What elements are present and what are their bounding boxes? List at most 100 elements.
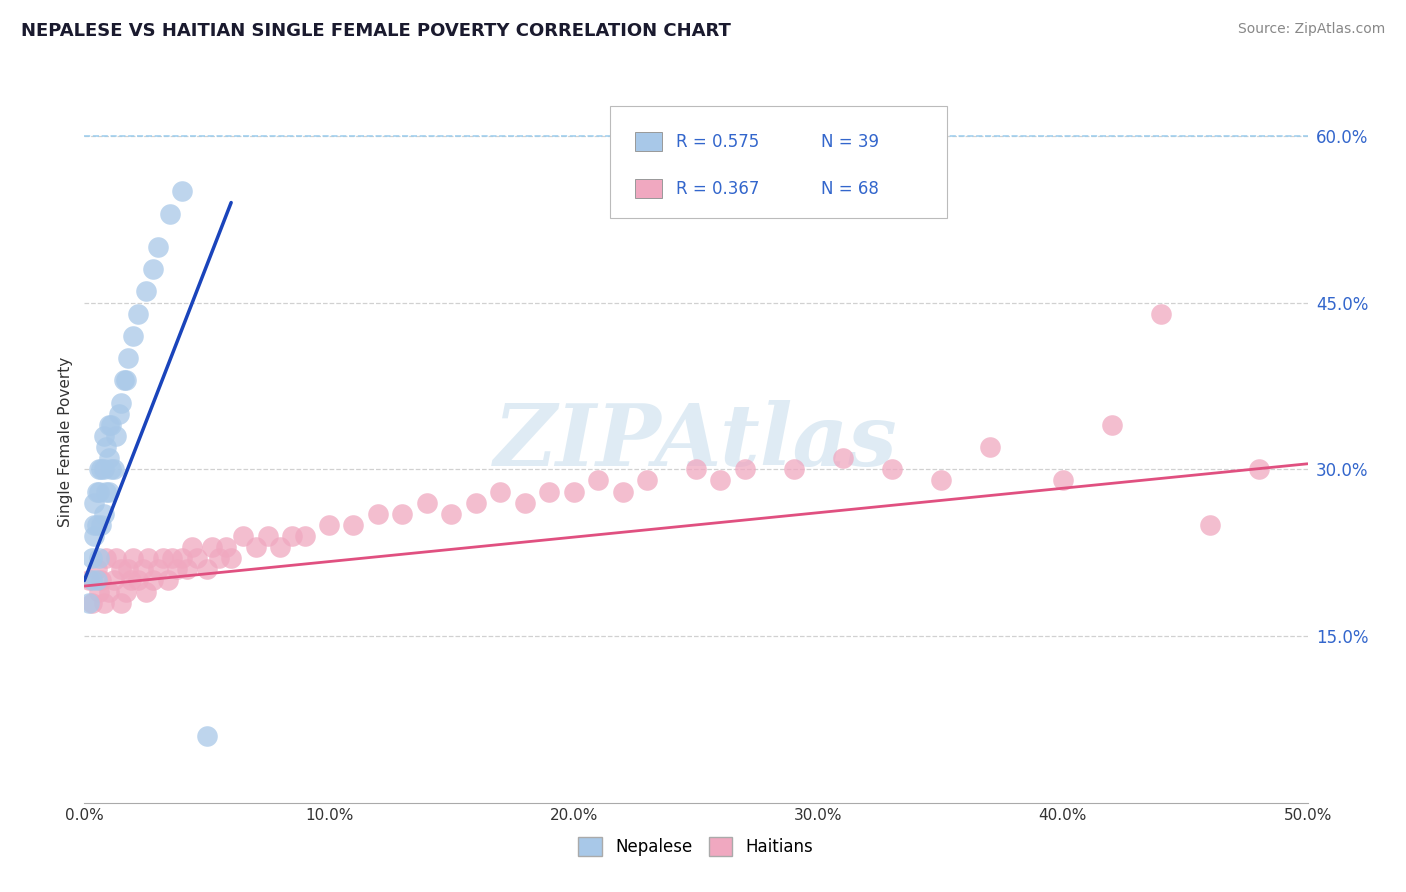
Point bbox=[416, 496, 439, 510]
Point bbox=[709, 474, 731, 488]
Point bbox=[97, 484, 120, 499]
Point bbox=[80, 596, 103, 610]
Point bbox=[97, 584, 120, 599]
Point bbox=[562, 484, 585, 499]
Point bbox=[367, 507, 389, 521]
Point bbox=[93, 462, 115, 476]
Point bbox=[117, 351, 139, 366]
Point bbox=[538, 484, 561, 499]
Point bbox=[127, 307, 149, 321]
Y-axis label: Single Female Poverty: Single Female Poverty bbox=[58, 357, 73, 526]
Point bbox=[87, 584, 110, 599]
Point bbox=[391, 507, 413, 521]
Point bbox=[122, 551, 145, 566]
Point bbox=[93, 507, 115, 521]
Point bbox=[181, 540, 204, 554]
Point bbox=[96, 551, 118, 566]
Point bbox=[127, 574, 149, 588]
Point bbox=[219, 551, 242, 566]
Point bbox=[1150, 307, 1173, 321]
Point bbox=[612, 484, 634, 499]
Text: N = 68: N = 68 bbox=[821, 180, 879, 199]
Point bbox=[269, 540, 291, 554]
Point bbox=[195, 562, 218, 576]
Point bbox=[87, 484, 110, 499]
Point bbox=[96, 484, 118, 499]
Point bbox=[685, 462, 707, 476]
Point bbox=[440, 507, 463, 521]
Point bbox=[110, 562, 132, 576]
Point bbox=[489, 484, 512, 499]
Point bbox=[83, 517, 105, 532]
Point bbox=[103, 462, 125, 476]
Point bbox=[294, 529, 316, 543]
Point bbox=[86, 574, 108, 588]
Point bbox=[783, 462, 806, 476]
Point bbox=[93, 429, 115, 443]
Point bbox=[232, 529, 254, 543]
Text: Source: ZipAtlas.com: Source: ZipAtlas.com bbox=[1237, 22, 1385, 37]
Point bbox=[342, 517, 364, 532]
Point bbox=[86, 562, 108, 576]
Point bbox=[156, 574, 179, 588]
Point bbox=[195, 729, 218, 743]
Point bbox=[87, 551, 110, 566]
Text: R = 0.367: R = 0.367 bbox=[676, 180, 759, 199]
Point bbox=[1052, 474, 1074, 488]
Point bbox=[80, 574, 103, 588]
Point bbox=[172, 185, 194, 199]
FancyBboxPatch shape bbox=[610, 105, 946, 218]
Point bbox=[200, 540, 222, 554]
Point bbox=[96, 440, 118, 454]
Point bbox=[97, 417, 120, 432]
Legend: Nepalese, Haitians: Nepalese, Haitians bbox=[572, 830, 820, 863]
Point bbox=[152, 551, 174, 566]
Point bbox=[142, 262, 165, 277]
FancyBboxPatch shape bbox=[636, 132, 662, 151]
Text: N = 39: N = 39 bbox=[821, 133, 879, 152]
Point bbox=[257, 529, 280, 543]
Point bbox=[215, 540, 238, 554]
Point bbox=[176, 562, 198, 576]
Point bbox=[86, 517, 108, 532]
Point bbox=[100, 417, 122, 432]
Point bbox=[110, 596, 132, 610]
Point bbox=[132, 562, 155, 576]
Point bbox=[117, 562, 139, 576]
Point bbox=[208, 551, 231, 566]
Point bbox=[142, 574, 165, 588]
Text: R = 0.575: R = 0.575 bbox=[676, 133, 759, 152]
Point bbox=[1101, 417, 1123, 432]
Point bbox=[734, 462, 756, 476]
Point bbox=[586, 474, 609, 488]
Point bbox=[77, 596, 100, 610]
Point bbox=[186, 551, 208, 566]
Point bbox=[93, 596, 115, 610]
Text: ZIPAtlas: ZIPAtlas bbox=[494, 400, 898, 483]
Point bbox=[172, 551, 194, 566]
Point bbox=[86, 484, 108, 499]
Point bbox=[103, 574, 125, 588]
Point bbox=[122, 329, 145, 343]
Point bbox=[87, 462, 110, 476]
Point bbox=[636, 474, 658, 488]
Point bbox=[115, 373, 138, 387]
Point bbox=[136, 551, 159, 566]
Point bbox=[318, 517, 340, 532]
Point bbox=[146, 562, 169, 576]
Point bbox=[245, 540, 267, 554]
Point bbox=[83, 529, 105, 543]
Point bbox=[880, 462, 903, 476]
Point bbox=[146, 240, 169, 254]
Point bbox=[80, 551, 103, 566]
Point bbox=[831, 451, 853, 466]
Point bbox=[979, 440, 1001, 454]
Point bbox=[135, 584, 157, 599]
Point bbox=[281, 529, 304, 543]
Point bbox=[90, 462, 112, 476]
Point bbox=[77, 574, 100, 588]
Point bbox=[105, 551, 128, 566]
Text: NEPALESE VS HAITIAN SINGLE FEMALE POVERTY CORRELATION CHART: NEPALESE VS HAITIAN SINGLE FEMALE POVERT… bbox=[21, 22, 731, 40]
Point bbox=[100, 462, 122, 476]
FancyBboxPatch shape bbox=[636, 179, 662, 198]
